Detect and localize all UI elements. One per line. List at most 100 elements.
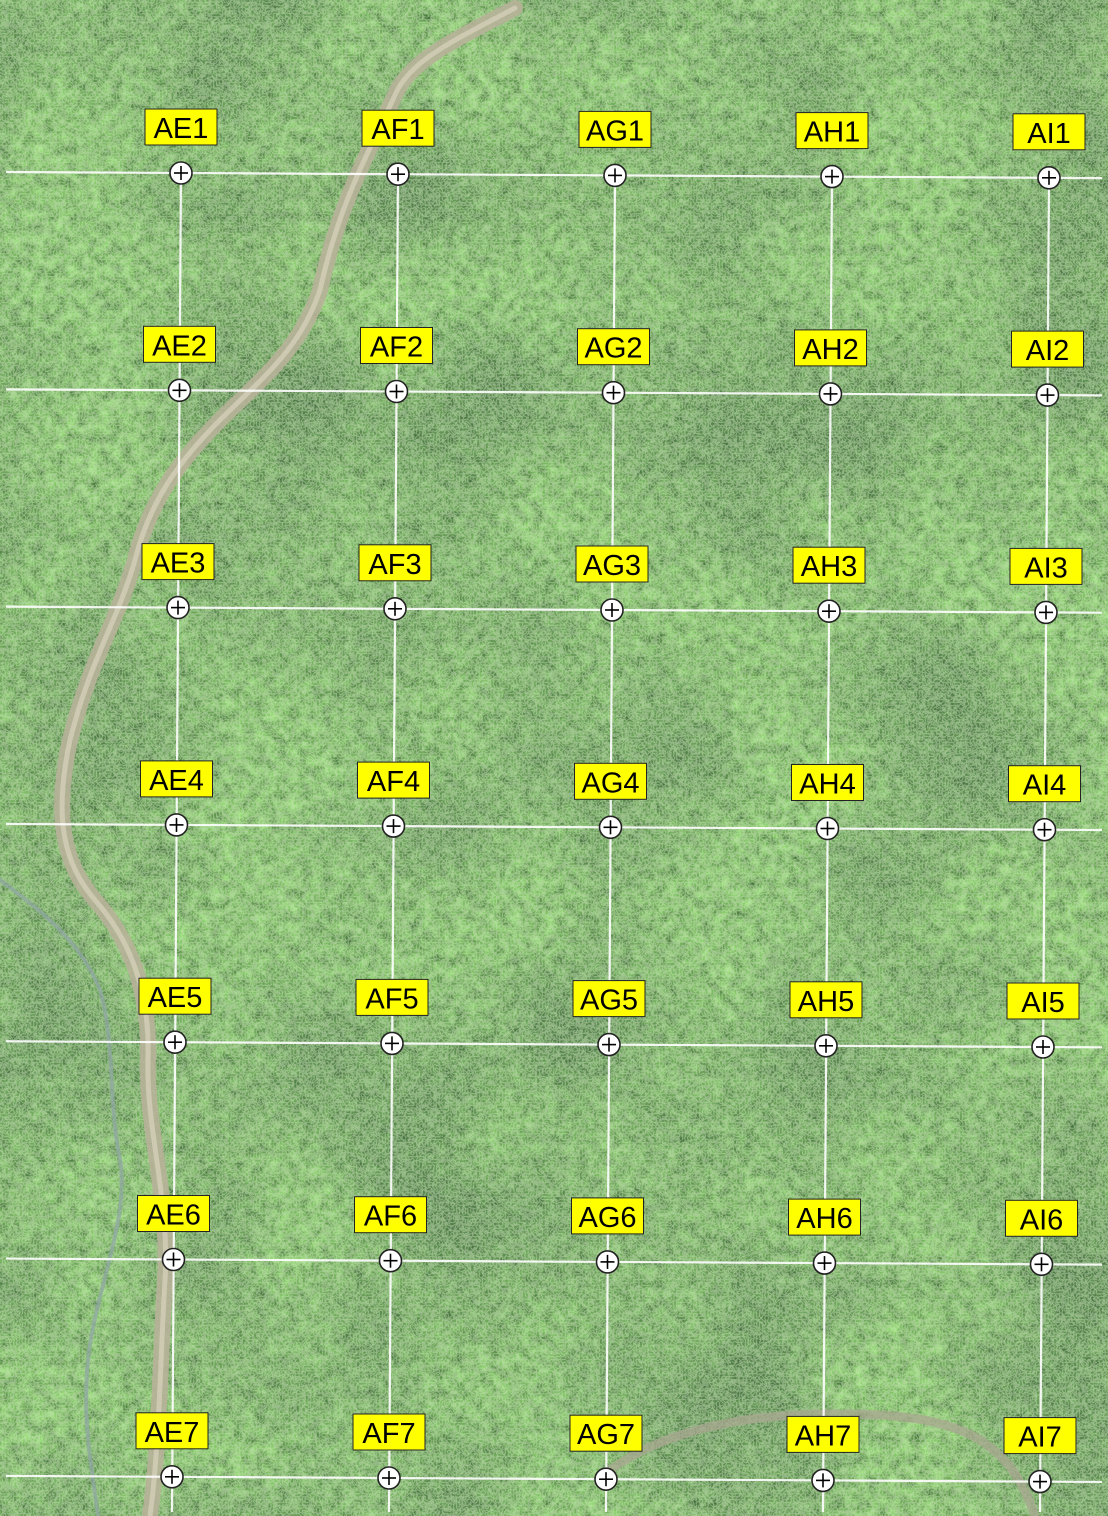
grid-point-af5[interactable]: AF5 <box>355 978 429 1056</box>
point-label: AF4 <box>367 766 420 798</box>
point-label-box <box>144 108 218 146</box>
point-label: AF3 <box>368 549 421 581</box>
point-label: AE6 <box>146 1200 201 1232</box>
grid-point-ai2[interactable]: AI2 <box>1011 330 1084 407</box>
point-label: AH7 <box>795 1420 851 1452</box>
point-label: AE5 <box>148 982 203 1014</box>
point-label: AH6 <box>796 1203 852 1235</box>
grid-point-ah1[interactable]: AH1 <box>795 112 869 189</box>
point-label-box <box>574 762 647 800</box>
point-label-box <box>571 1197 644 1235</box>
south-road <box>605 1409 1040 1516</box>
grid-point-af7[interactable]: AF7 <box>352 1413 426 1490</box>
grid-point-ag2[interactable]: AG2 <box>577 328 650 405</box>
grid-point-af4[interactable]: AF4 <box>357 761 430 838</box>
point-label-box <box>577 328 650 366</box>
grid-points: AE1 AF1 AG1 AH1 AI1 AE2 AF2 AG2 AH2 AI2 AE3 AF3 AG3 A… <box>135 108 1086 1494</box>
grid-point-ae7[interactable]: AE7 <box>135 1412 209 1489</box>
grid-point-ah4[interactable]: AH4 <box>791 764 864 841</box>
point-label-box <box>1005 1199 1078 1237</box>
point-label: AE3 <box>151 548 206 580</box>
point-label-box <box>1011 330 1084 368</box>
grid-point-ah7[interactable]: AH7 <box>786 1415 860 1493</box>
point-label-box <box>575 545 649 583</box>
point-label-box <box>1009 547 1083 585</box>
point-label: AF2 <box>370 332 423 364</box>
point-label-box <box>360 327 433 364</box>
grid-point-ae3[interactable]: AE3 <box>141 543 215 620</box>
grid-point-ag1[interactable]: AG1 <box>578 110 652 188</box>
grid-row-line-6 <box>5 1257 1103 1266</box>
point-label-box <box>143 325 216 363</box>
grid-point-af3[interactable]: AF3 <box>358 544 432 621</box>
grid-point-ag5[interactable]: AG5 <box>572 980 646 1057</box>
grid-row-line-7 <box>5 1474 1103 1484</box>
point-label-box <box>352 1413 426 1451</box>
point-label: AG5 <box>580 985 638 1017</box>
point-label-box <box>358 544 432 582</box>
point-label: AI1 <box>1027 118 1071 150</box>
point-label: AF5 <box>365 983 418 1015</box>
grid-point-ae4[interactable]: AE4 <box>140 760 213 837</box>
grid-point-ai7[interactable]: AI7 <box>1003 1417 1077 1494</box>
grid-point-af1[interactable]: AF1 <box>361 109 435 186</box>
grid-point-ae1[interactable]: AE1 <box>144 108 218 185</box>
point-label: AE7 <box>145 1417 200 1449</box>
point-label: AI3 <box>1024 552 1068 584</box>
grid-point-ai6[interactable]: AI6 <box>1005 1199 1078 1277</box>
grid-point-ah5[interactable]: AH5 <box>789 981 863 1058</box>
point-label-box <box>137 1195 210 1232</box>
point-label: AE4 <box>149 765 204 797</box>
point-label: AI4 <box>1023 770 1067 802</box>
point-label: AH2 <box>802 334 858 366</box>
point-label-box <box>1006 982 1080 1020</box>
grid-point-ai4[interactable]: AI4 <box>1008 765 1081 842</box>
point-label-box <box>357 761 430 799</box>
point-label: AI5 <box>1021 987 1065 1019</box>
point-label-box <box>135 1412 209 1450</box>
point-label-box <box>791 764 864 801</box>
point-label: AH3 <box>801 551 857 583</box>
point-label-box <box>1012 113 1086 151</box>
point-label: AE2 <box>152 330 207 362</box>
point-label-box <box>795 112 869 150</box>
grid-point-ag6[interactable]: AG6 <box>571 1197 644 1274</box>
grid-point-ae5[interactable]: AE5 <box>138 977 212 1054</box>
point-label-box <box>1003 1417 1077 1455</box>
grid-point-ag4[interactable]: AG4 <box>574 762 647 840</box>
grid-point-ai3[interactable]: AI3 <box>1009 547 1083 625</box>
grid-point-ai1[interactable]: AI1 <box>1012 113 1086 190</box>
grid-point-ag7[interactable]: AG7 <box>569 1414 643 1491</box>
grid-point-ah3[interactable]: AH3 <box>792 546 866 624</box>
grid-row-line-5 <box>5 1040 1103 1049</box>
point-label: AE1 <box>154 113 209 145</box>
point-label: AG6 <box>578 1202 636 1234</box>
point-label: AG3 <box>583 550 641 582</box>
creek <box>0 878 124 1516</box>
grid-point-af6[interactable]: AF6 <box>354 1196 427 1273</box>
grid-point-ae2[interactable]: AE2 <box>143 325 216 403</box>
grid-point-ah6[interactable]: AH6 <box>788 1198 861 1275</box>
point-label-box <box>786 1415 860 1453</box>
grid-point-ag3[interactable]: AG3 <box>575 545 649 622</box>
point-label: AH1 <box>804 117 860 149</box>
grid-point-ah2[interactable]: AH2 <box>794 329 867 406</box>
point-label-box <box>138 977 212 1015</box>
grid-row-line-4 <box>5 822 1103 832</box>
point-label-box <box>788 1198 861 1236</box>
point-label: AF1 <box>371 114 424 146</box>
grid-point-ai5[interactable]: AI5 <box>1006 982 1080 1059</box>
point-label: AG7 <box>577 1419 635 1451</box>
point-label: AI2 <box>1026 335 1070 367</box>
point-label-box <box>794 329 867 367</box>
grid-point-af2[interactable]: AF2 <box>360 327 433 404</box>
point-label-box <box>141 543 215 581</box>
grid-point-ae6[interactable]: AE6 <box>137 1195 210 1272</box>
point-label-box <box>578 110 652 148</box>
point-label-box <box>140 760 213 798</box>
point-label-box <box>789 981 863 1019</box>
point-label: AG1 <box>586 115 644 147</box>
point-label: AH4 <box>799 769 855 801</box>
point-label-box <box>1008 765 1081 803</box>
